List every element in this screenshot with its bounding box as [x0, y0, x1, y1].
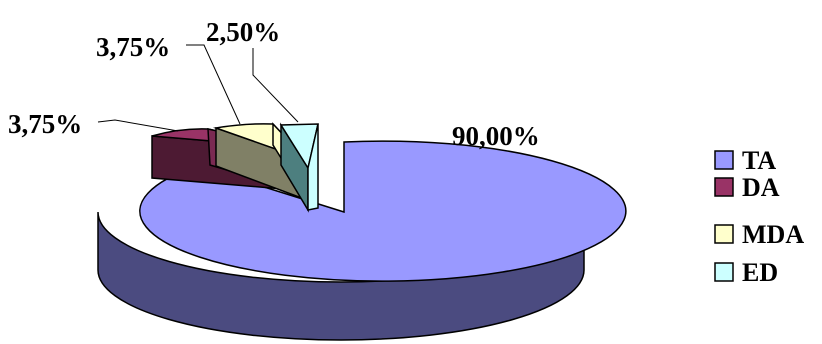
pie-slice-ta-top — [139, 140, 627, 282]
legend-label-ta: TA — [742, 146, 776, 175]
leader-line-ed — [252, 48, 299, 123]
pie-slice-ta — [97, 140, 627, 341]
legend: TA DA MDA ED — [714, 146, 804, 287]
legend-label-mda: MDA — [742, 220, 804, 249]
data-label-mda: 3,75% — [96, 32, 170, 62]
legend-item-da: DA — [714, 173, 780, 202]
legend-item-mda: MDA — [714, 220, 804, 249]
legend-swatch-da — [714, 177, 734, 197]
leader-line-mda — [186, 44, 241, 125]
legend-label-ed: ED — [742, 258, 778, 287]
data-label-da: 3,75% — [8, 109, 82, 139]
pie-slice-ta-side — [97, 211, 585, 341]
legend-swatch-ta — [714, 150, 734, 170]
legend-label-da: DA — [742, 173, 780, 202]
pie-slice-ed — [279, 122, 319, 213]
pie-slice-ed-face — [307, 123, 319, 211]
legend-item-ed: ED — [714, 258, 778, 287]
legend-swatch-ed — [714, 262, 734, 282]
leader-line-da — [97, 119, 179, 132]
data-label-ed: 2,50% — [206, 17, 280, 47]
data-label-ta: 90,00% — [452, 121, 540, 151]
legend-item-ta: TA — [714, 146, 776, 175]
legend-swatch-mda — [714, 224, 734, 244]
